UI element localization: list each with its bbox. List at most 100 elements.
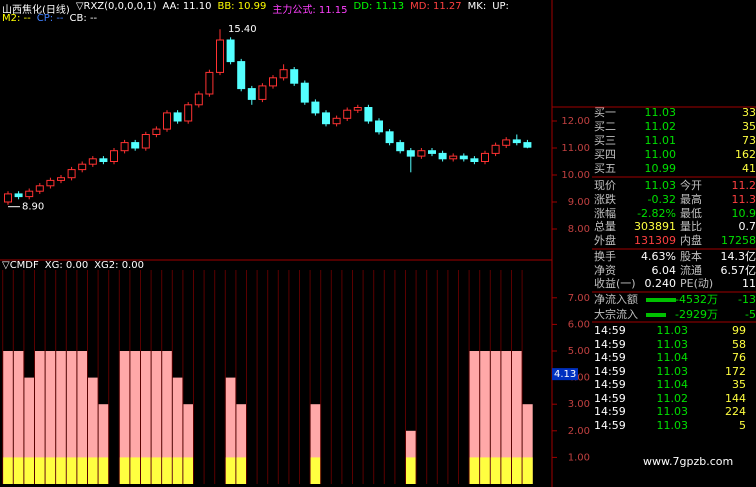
yellow-bar	[119, 457, 130, 484]
quote-cell: 最低	[680, 206, 702, 220]
yellow-bar	[130, 457, 141, 484]
quote-cell: 14:59	[594, 324, 626, 337]
yellow-bar	[469, 457, 480, 484]
candle-body	[25, 190, 34, 198]
yellow-bar	[406, 457, 417, 484]
yellow-bar	[3, 457, 14, 484]
candle-body	[57, 177, 65, 181]
candle-body	[173, 112, 182, 122]
header-line: M2: -- CP: -- CB: --	[2, 13, 97, 24]
pink-bar	[310, 404, 321, 484]
quote-cell: 303891	[634, 220, 676, 234]
low-label: 8.90	[22, 202, 44, 213]
yellow-bar	[480, 457, 491, 484]
candle-body	[216, 39, 224, 73]
quote-cell: -13	[738, 293, 756, 306]
pink-bar	[98, 404, 109, 484]
candle-body	[141, 134, 150, 149]
candle-body	[35, 185, 44, 192]
y-tick-label: 12.00	[561, 116, 590, 127]
yellow-bar	[151, 457, 162, 484]
candle-body	[449, 155, 458, 160]
quote-cell: 6.57亿	[720, 263, 756, 277]
pink-bar	[88, 377, 99, 484]
candle-body	[194, 93, 203, 106]
header-field: 主力公式: 11.15	[272, 5, 348, 16]
candle-body	[353, 107, 362, 111]
header-field: MK:	[467, 1, 487, 12]
quote-cell: 外盘	[594, 234, 616, 248]
quote-cell: 总量	[594, 220, 616, 234]
quote-cell: 11.03	[656, 324, 689, 337]
y-tick-label: 5.00	[568, 346, 590, 357]
quote-cell: 14:59	[594, 378, 626, 391]
y-tick-label: 2.00	[568, 426, 590, 437]
yellow-bar	[490, 457, 501, 484]
flow-bar	[646, 313, 666, 317]
quote-cell: 大宗流入	[594, 308, 638, 321]
quote-cell: 股本	[680, 250, 702, 263]
indicator-field: XG: 0.00	[44, 260, 89, 271]
pink-bar	[162, 351, 173, 484]
header-field: MD: 11.27	[410, 1, 462, 12]
quote-cell: 买五	[594, 162, 616, 175]
quote-cell: 11.03	[656, 364, 689, 378]
pink-bar	[469, 351, 480, 484]
y-tick-label: 10.00	[561, 170, 590, 181]
quote-cell: 76	[732, 351, 746, 364]
pink-bar	[522, 404, 533, 484]
yellow-bar	[310, 457, 321, 484]
quote-cell: 14:59	[594, 405, 626, 418]
quote-cell: 41	[742, 162, 756, 175]
y-tick-label: 4.00	[568, 373, 590, 384]
pink-bar	[512, 351, 523, 484]
y-tick-label: 7.00	[568, 293, 590, 304]
quote-cell: 涨幅	[594, 206, 616, 220]
y-tick-label: 6.00	[568, 319, 590, 330]
candle-body	[332, 117, 341, 125]
candle-body	[279, 69, 288, 79]
quote-cell: 买二	[594, 120, 616, 133]
candle-body	[110, 150, 118, 162]
quote-cell: 162	[735, 148, 756, 161]
candle-body	[428, 150, 436, 154]
pink-bar	[490, 351, 501, 484]
candle-body	[406, 150, 415, 157]
candle-body	[237, 61, 246, 90]
candle-body	[481, 152, 489, 162]
quote-cell: 99	[732, 324, 746, 337]
pink-bar	[3, 351, 14, 484]
quote-cell: PE(动)	[680, 277, 714, 290]
quote-cell: 现价	[594, 179, 616, 192]
quote-cell: 35	[732, 378, 746, 391]
candle-body	[99, 158, 108, 163]
quote-cell: 内盘	[680, 234, 702, 248]
y-tick-label: 9.00	[568, 197, 590, 208]
pink-bar	[77, 351, 88, 484]
quote-cell: 14:59	[594, 337, 626, 351]
header-field: CB: --	[69, 13, 98, 24]
yellow-bar	[35, 457, 46, 484]
pink-bar	[13, 351, 24, 484]
yellow-bar	[66, 457, 77, 484]
quote-cell: 0.240	[644, 277, 677, 290]
quote-cell: 11	[742, 277, 756, 290]
quote-cell: 换手	[594, 250, 616, 263]
y-tick-label: 3.00	[568, 399, 590, 410]
candle-body	[375, 120, 383, 133]
yellow-bar	[522, 457, 533, 484]
candle-body	[46, 179, 55, 187]
header-field: DD: 11.13	[353, 1, 405, 12]
pink-bar	[35, 351, 46, 484]
pink-bar	[119, 351, 130, 484]
candle-body	[67, 169, 76, 179]
y-tick-label: 8.00	[568, 224, 590, 235]
candle-body	[205, 71, 214, 95]
quote-cell: 33	[742, 106, 756, 119]
quote-cell: 量比	[680, 220, 702, 234]
candle-body	[78, 163, 87, 171]
candle-body	[512, 139, 521, 144]
y-tick-label: 11.00	[561, 143, 590, 154]
y-tick-label: 1.00	[568, 452, 590, 463]
quote-cell: 131309	[634, 234, 676, 248]
